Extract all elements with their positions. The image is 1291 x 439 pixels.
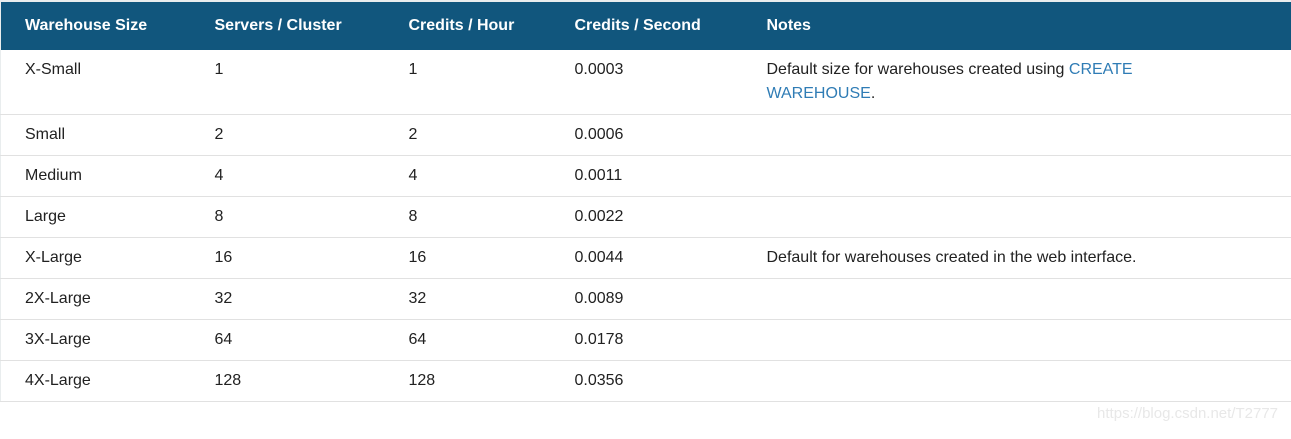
- cell-servers: 1: [190, 50, 385, 115]
- cell-credits-second: 0.0011: [550, 155, 743, 197]
- cell-credits-hour: 8: [384, 196, 551, 238]
- cell-notes: [742, 155, 1291, 197]
- cell-credits-hour: 2: [384, 114, 551, 156]
- create-warehouse-link[interactable]: CREATE WAREHOUSE: [766, 61, 1133, 102]
- cell-credits-second: 0.0356: [550, 360, 743, 402]
- cell-size: Small: [0, 114, 191, 156]
- note-suffix: .: [870, 85, 876, 102]
- cell-servers: 64: [190, 319, 385, 361]
- cell-credits-second: 0.0022: [550, 196, 743, 238]
- cell-size: Medium: [0, 155, 191, 197]
- cell-credits-second: 0.0178: [550, 319, 743, 361]
- table-row-x-large: X-Large 16 16 0.0044 Default for warehou…: [0, 237, 1291, 279]
- table-row-4x-large: 4X-Large 128 128 0.0356: [0, 360, 1291, 402]
- column-header-credits-per-hour: Credits / Hour: [384, 2, 551, 50]
- cell-size: 2X-Large: [0, 278, 191, 320]
- cell-servers: 128: [190, 360, 385, 402]
- table-row-3x-large: 3X-Large 64 64 0.0178: [0, 319, 1291, 361]
- cell-credits-hour: 16: [384, 237, 551, 279]
- cell-servers: 2: [190, 114, 385, 156]
- cell-servers: 4: [190, 155, 385, 197]
- column-header-warehouse-size: Warehouse Size: [0, 2, 191, 50]
- cell-notes: [742, 278, 1291, 320]
- cell-credits-second: 0.0089: [550, 278, 743, 320]
- cell-size: X-Large: [0, 237, 191, 279]
- cell-notes: Default size for warehouses created usin…: [742, 50, 1291, 115]
- cell-notes: [742, 360, 1291, 402]
- cell-servers: 32: [190, 278, 385, 320]
- table-row-medium: Medium 4 4 0.0011: [0, 155, 1291, 197]
- cell-credits-second: 0.0006: [550, 114, 743, 156]
- table-row-x-small: X-Small 1 1 0.0003 Default size for ware…: [0, 50, 1291, 115]
- cell-credits-hour: 128: [384, 360, 551, 402]
- cell-size: Large: [0, 196, 191, 238]
- cell-credits-hour: 64: [384, 319, 551, 361]
- cell-servers: 16: [190, 237, 385, 279]
- cell-size: 4X-Large: [0, 360, 191, 402]
- cell-notes: Default for warehouses created in the we…: [742, 237, 1291, 279]
- table-header-row: Warehouse Size Servers / Cluster Credits…: [0, 2, 1291, 50]
- note-text: Default size for warehouses created usin…: [767, 58, 1207, 106]
- column-header-servers-per-cluster: Servers / Cluster: [190, 2, 385, 50]
- cell-credits-second: 0.0044: [550, 237, 743, 279]
- table-row-2x-large: 2X-Large 32 32 0.0089: [0, 278, 1291, 320]
- cell-servers: 8: [190, 196, 385, 238]
- top-edge-divider: [0, 0, 1291, 2]
- column-header-notes: Notes: [742, 2, 1291, 50]
- cell-credits-second: 0.0003: [550, 50, 743, 115]
- column-header-credits-per-second: Credits / Second: [550, 2, 743, 50]
- cell-notes: [742, 319, 1291, 361]
- table-row-large: Large 8 8 0.0022: [0, 196, 1291, 238]
- warehouse-size-table: Warehouse Size Servers / Cluster Credits…: [0, 2, 1291, 402]
- cell-notes: [742, 114, 1291, 156]
- cell-size: X-Small: [0, 50, 191, 115]
- cell-credits-hour: 4: [384, 155, 551, 197]
- cell-size: 3X-Large: [0, 319, 191, 361]
- cell-credits-hour: 1: [384, 50, 551, 115]
- cell-credits-hour: 32: [384, 278, 551, 320]
- note-prefix: Default size for warehouses created usin…: [766, 61, 1069, 78]
- table-row-small: Small 2 2 0.0006: [0, 114, 1291, 156]
- csdn-watermark: https://blog.csdn.net/T2777: [1097, 405, 1278, 422]
- cell-notes: [742, 196, 1291, 238]
